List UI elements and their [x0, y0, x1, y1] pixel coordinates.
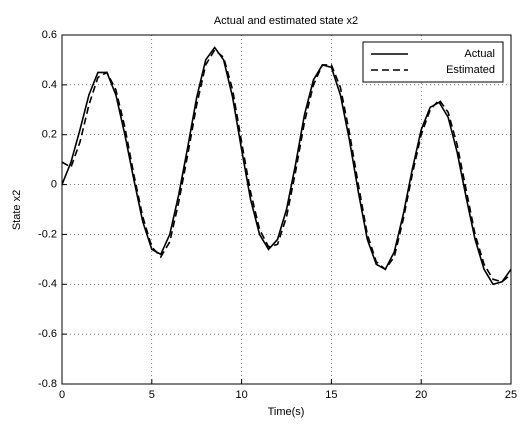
- y-tick-label: -0.6: [38, 328, 57, 340]
- y-tick-label: -0.8: [38, 378, 57, 390]
- y-tick-label: 0.6: [42, 29, 57, 41]
- legend-box: [362, 41, 504, 83]
- x-tick-label: 25: [505, 389, 517, 401]
- legend-label: Actual: [464, 48, 495, 60]
- y-tick-label: 0.4: [42, 79, 57, 91]
- legend-label: Estimated: [446, 64, 495, 76]
- y-tick-label: 0.2: [42, 129, 57, 141]
- x-tick-label: 15: [325, 389, 337, 401]
- x-axis-label: Time(s): [268, 406, 305, 418]
- chart-title: Actual and estimated state x2: [214, 15, 358, 27]
- x-tick-label: 0: [59, 389, 65, 401]
- y-tick-label: -0.4: [38, 278, 57, 290]
- x-tick-label: 20: [415, 389, 427, 401]
- x-tick-label: 5: [149, 389, 155, 401]
- y-tick-label: 0: [51, 178, 57, 190]
- plot-frame: [61, 34, 512, 385]
- y-axis-label: State x2: [11, 190, 23, 230]
- y-tick-label: -0.2: [38, 228, 57, 240]
- x-tick-label: 10: [235, 389, 247, 401]
- line-series: [61, 48, 512, 283]
